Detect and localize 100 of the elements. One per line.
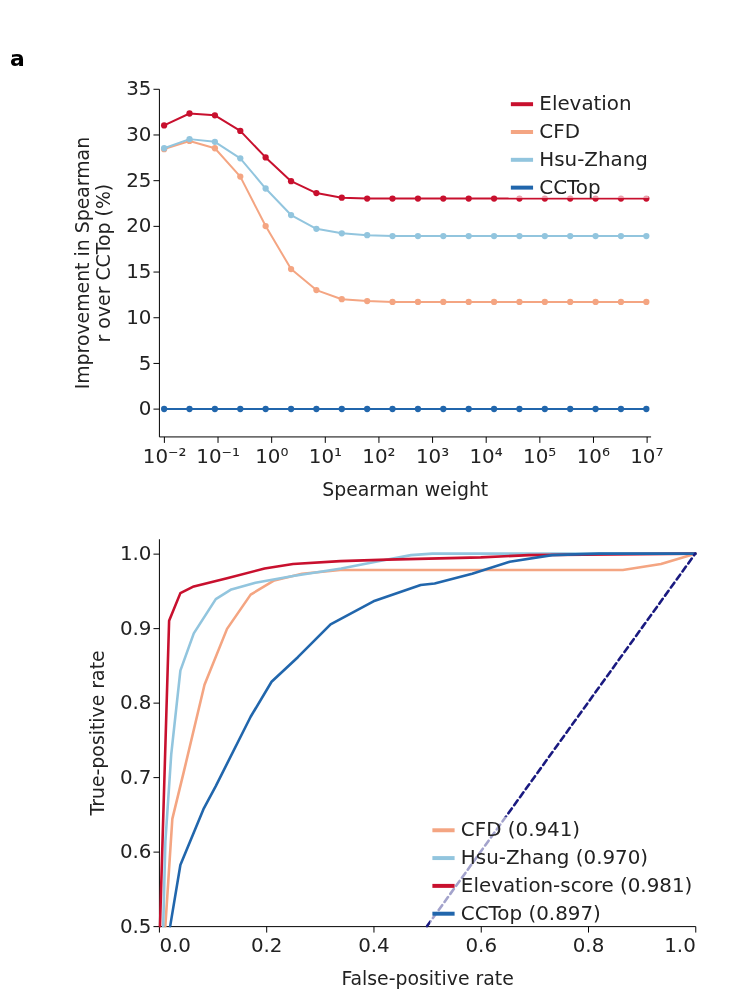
y-tick-label: 0.6: [119, 840, 152, 864]
point: [211, 405, 219, 413]
point: [643, 298, 650, 306]
legend-label: Elevation: [539, 92, 632, 116]
point: [465, 405, 472, 413]
y-axis-title: Improvement in Spearman r over CCTop (%): [71, 136, 115, 390]
point: [567, 298, 574, 306]
point: [592, 298, 599, 306]
point: [440, 405, 447, 413]
x-axis-title: Spearman weight: [322, 477, 489, 500]
point: [490, 405, 498, 413]
y-tick-label: 25: [126, 168, 152, 192]
y-axis-title: True-positive rate: [85, 650, 108, 817]
x-tick-label: 10⁵: [523, 444, 557, 468]
legend-label: CFD (0.941): [460, 818, 581, 842]
point: [287, 265, 295, 273]
x-tick-label: 10²: [362, 444, 396, 468]
legend-label: CCTop (0.897): [460, 901, 601, 925]
point: [490, 195, 498, 202]
point: [541, 232, 548, 240]
x-tick-label: 0.4: [358, 934, 390, 958]
point: [237, 405, 244, 413]
point: [211, 138, 219, 145]
x-tick-label: 1.0: [664, 934, 696, 958]
legend-label: Hsu-Zhang: [539, 147, 648, 171]
point: [338, 194, 345, 201]
point: [262, 222, 269, 230]
point: [262, 405, 269, 413]
point: [617, 405, 625, 413]
point: [516, 195, 523, 202]
point: [262, 185, 269, 192]
point: [338, 230, 345, 237]
point: [287, 178, 295, 185]
y-tick-label: 5: [138, 351, 152, 375]
x-tick-label: 10⁻¹: [196, 444, 241, 468]
y-tick-label: 0.5: [119, 914, 152, 938]
point: [364, 232, 371, 239]
y-tick-label: 0.7: [119, 765, 152, 789]
point: [313, 189, 320, 197]
point: [465, 232, 472, 240]
point: [160, 122, 168, 129]
point: [237, 173, 244, 180]
y-tick-label: 20: [126, 214, 152, 238]
point: [567, 232, 574, 240]
legend-label: CCTop: [539, 175, 601, 199]
point: [313, 405, 320, 413]
x-tick-label: 0.8: [572, 934, 605, 958]
text: a: [9, 45, 25, 71]
point: [364, 195, 371, 202]
legend-label: CFD: [539, 119, 580, 143]
point: [211, 145, 219, 152]
x-tick-label: 0.0: [159, 934, 192, 958]
point: [186, 110, 193, 117]
x-tick-label: 0.2: [250, 934, 283, 958]
point: [541, 298, 548, 306]
y-tick-label: 35: [126, 77, 152, 101]
point: [465, 195, 472, 202]
point: [541, 405, 548, 413]
point: [516, 298, 523, 306]
point: [440, 232, 447, 240]
point: [516, 232, 523, 240]
point: [313, 286, 320, 294]
point: [211, 112, 219, 119]
legend-label: Elevation-score (0.981): [460, 873, 693, 897]
x-tick-label: 10³: [415, 444, 450, 468]
point: [389, 232, 396, 240]
x-axis-title: False-positive rate: [341, 967, 514, 990]
point: [287, 211, 295, 219]
y-tick-label: 30: [126, 122, 152, 146]
point: [516, 405, 523, 413]
legend-label: Hsu-Zhang (0.970): [460, 846, 649, 870]
x-tick-label: 10⁴: [469, 444, 503, 468]
y-tick-label: 10: [126, 305, 152, 329]
point: [414, 195, 422, 202]
x-tick-label: 10⁰: [255, 444, 289, 468]
x-tick-label: 10¹: [308, 444, 342, 468]
point: [262, 154, 269, 161]
point: [643, 195, 650, 202]
point: [389, 195, 396, 202]
y-tick-label: 0: [138, 397, 152, 421]
point: [643, 232, 650, 240]
point: [592, 405, 599, 413]
point: [617, 298, 625, 306]
point: [389, 298, 396, 306]
point: [440, 298, 447, 306]
y-tick-label: 1.0: [119, 542, 152, 566]
point: [237, 127, 244, 135]
point: [287, 405, 295, 413]
point: [592, 232, 599, 240]
x-tick-label: 10⁶: [576, 444, 610, 468]
y-tick-label: 0.9: [119, 616, 152, 640]
point: [490, 232, 498, 240]
point: [440, 195, 447, 202]
point: [364, 297, 371, 305]
point: [567, 405, 574, 413]
y-tick-label: 0.8: [119, 691, 152, 715]
point: [389, 405, 396, 413]
point: [237, 155, 244, 162]
point: [465, 298, 472, 306]
point: [617, 195, 625, 202]
